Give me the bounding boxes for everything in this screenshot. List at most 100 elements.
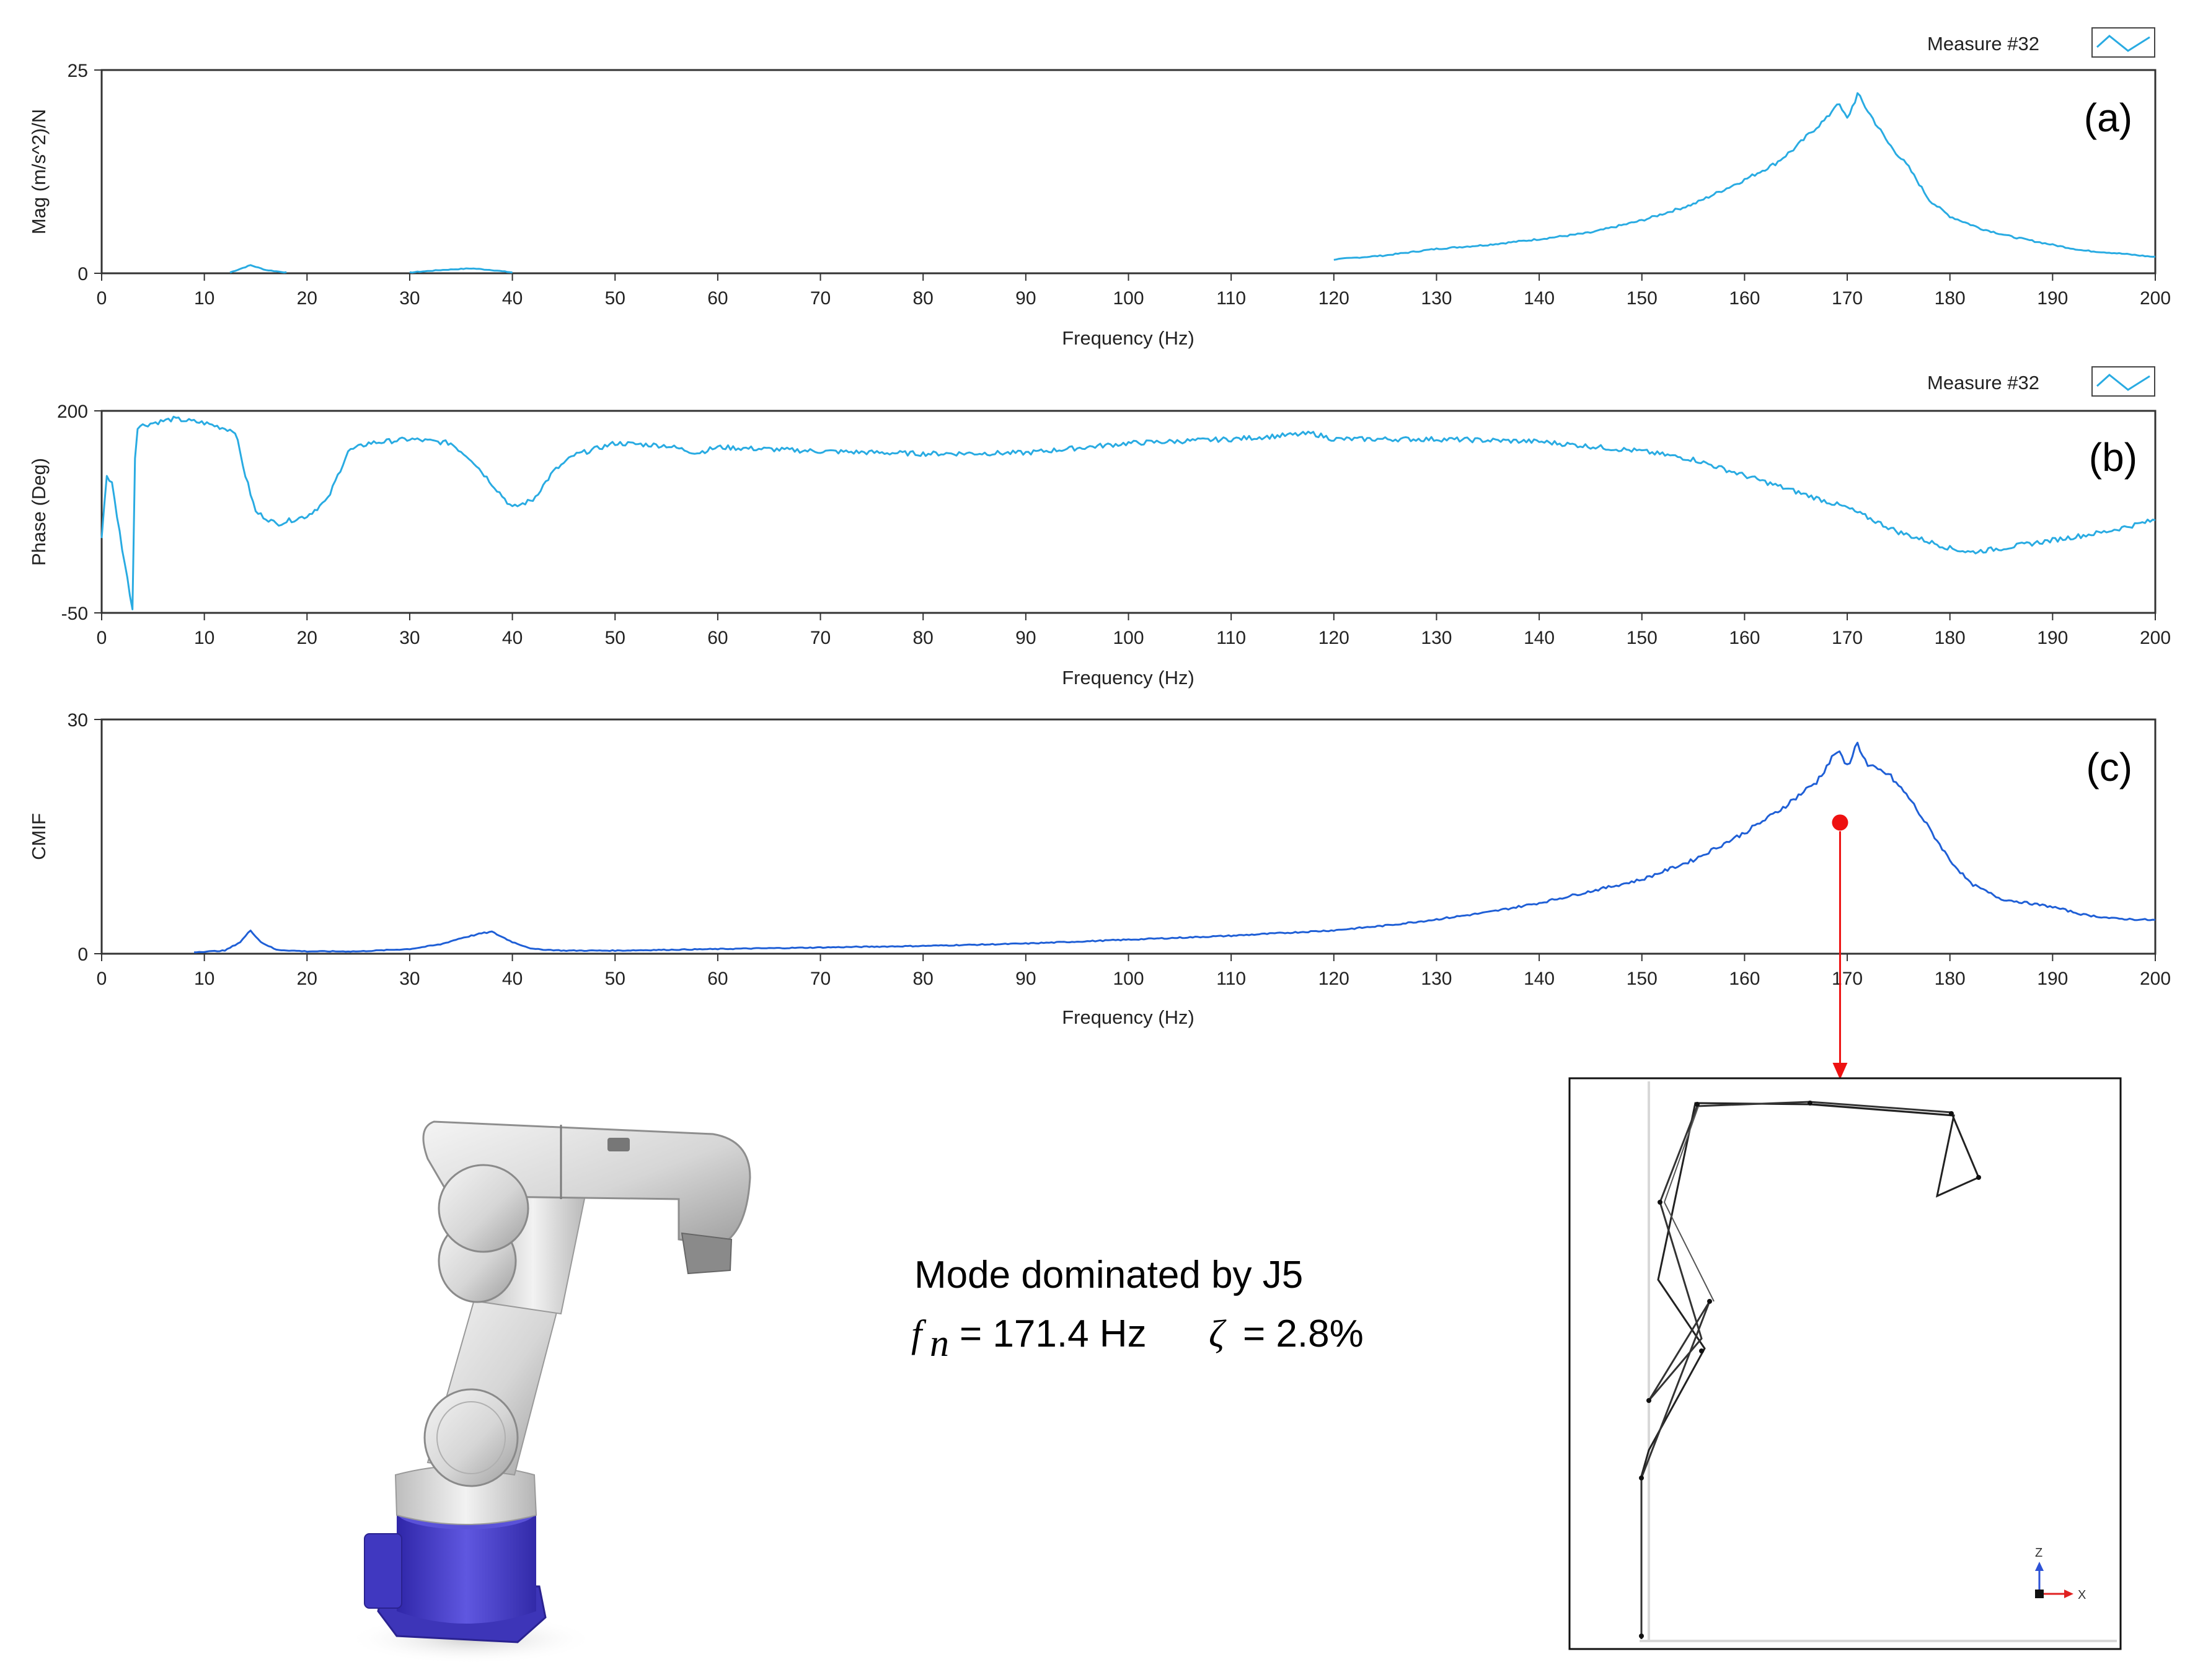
z-axis-label: Z bbox=[2035, 1546, 2042, 1560]
series-b bbox=[100, 415, 2156, 610]
x-tick-label: 130 bbox=[1421, 628, 1452, 648]
x-tick-label: 60 bbox=[707, 288, 728, 309]
x-tick-label: 190 bbox=[2037, 969, 2068, 989]
legend-label-a: Measure #32 bbox=[1927, 33, 2039, 55]
xz-axis-triad-icon: Z X bbox=[2035, 1546, 2086, 1602]
x-tick-label: 0 bbox=[97, 969, 107, 989]
x-tick-label: 30 bbox=[399, 288, 420, 309]
peak-marker bbox=[1832, 814, 1848, 831]
x-tick-label: 170 bbox=[1832, 288, 1863, 309]
x-tick-label: 100 bbox=[1113, 969, 1144, 989]
series-line bbox=[229, 264, 287, 274]
x-tick-label: 160 bbox=[1729, 969, 1760, 989]
mode-description: Mode dominated by J5 f n = 171.4 Hz ζ = … bbox=[911, 1254, 1364, 1365]
plot-frame-a bbox=[100, 69, 2157, 275]
y-tick-label: 25 bbox=[68, 61, 88, 81]
peak-annotation bbox=[1832, 814, 1848, 1080]
legend-b: Measure #32 bbox=[1927, 366, 2155, 397]
plot-frame-c bbox=[100, 718, 2157, 955]
x-tick-label: 40 bbox=[502, 628, 523, 648]
legend-a: Measure #32 bbox=[1927, 27, 2155, 58]
series-c bbox=[194, 741, 2156, 954]
y-axis-label-a: Mag (m/s^2)/N bbox=[28, 109, 50, 234]
x-tick-label: 90 bbox=[1015, 288, 1036, 309]
x-tick-label: 70 bbox=[810, 969, 831, 989]
x-tick-label: 160 bbox=[1729, 628, 1760, 648]
fn-subscript: n bbox=[930, 1322, 949, 1365]
panel-label-c: (c) bbox=[2086, 745, 2132, 789]
x-tick-label: 170 bbox=[1832, 969, 1863, 989]
x-axis-label-a: Frequency (Hz) bbox=[1062, 327, 1194, 349]
x-tick-label: 50 bbox=[605, 628, 625, 648]
legend-label-b: Measure #32 bbox=[1927, 372, 2039, 394]
x-tick-label: 30 bbox=[399, 628, 420, 648]
x-ticks-a: 0 10 20 30 40 50 60 70 80 90 100 110 120 130 140 150 160… bbox=[97, 273, 2171, 309]
x-tick-label: 180 bbox=[1935, 969, 1966, 989]
x-tick-label: 140 bbox=[1524, 288, 1555, 309]
y-tick-label: 0 bbox=[77, 944, 88, 965]
x-tick-label: 140 bbox=[1524, 628, 1555, 648]
x-tick-label: 60 bbox=[707, 969, 728, 989]
x-tick-label: 90 bbox=[1015, 969, 1036, 989]
y-ticks-a: 0 25 bbox=[68, 61, 102, 284]
x-tick-label: 110 bbox=[1216, 969, 1246, 989]
y-ticks-c: 0 30 bbox=[68, 710, 102, 965]
x-axis-label-b: Frequency (Hz) bbox=[1062, 667, 1194, 688]
x-tick-label: 100 bbox=[1113, 288, 1144, 309]
x-tick-label: 190 bbox=[2037, 628, 2068, 648]
x-tick-label: 80 bbox=[913, 288, 934, 309]
panel-label-a: (a) bbox=[2084, 95, 2132, 140]
x-tick-label: 130 bbox=[1421, 288, 1452, 309]
x-tick-label: 120 bbox=[1318, 288, 1349, 309]
x-tick-label: 150 bbox=[1627, 628, 1658, 648]
zeta-symbol: ζ bbox=[1209, 1313, 1227, 1355]
mode-title: Mode dominated by J5 bbox=[914, 1254, 1303, 1296]
y-tick-label: 30 bbox=[68, 710, 88, 731]
x-tick-label: 180 bbox=[1935, 628, 1966, 648]
series-line bbox=[194, 741, 2156, 954]
panel-c: 0 10 20 30 40 50 60 70 80 90 100 110 120 130 140 150 160… bbox=[28, 710, 2171, 1080]
x-ticks-b: 0 10 20 30 40 50 60 70 80 90 100 110 120 130 140 150 160… bbox=[97, 613, 2171, 648]
x-tick-label: 180 bbox=[1935, 288, 1966, 309]
y-axis-label-b: Phase (Deg) bbox=[28, 458, 50, 566]
mode-shape-wireframe: Z X bbox=[1568, 1077, 2122, 1650]
x-tick-label: 50 bbox=[605, 288, 625, 309]
x-tick-label: 50 bbox=[605, 969, 625, 989]
panel-a: Measure #32 0 10 20 30 40 50 60 70 80 90 100 110 120… bbox=[28, 27, 2171, 349]
x-tick-label: 0 bbox=[97, 628, 107, 648]
legend-line-swatch-icon bbox=[2091, 27, 2155, 58]
x-tick-label: 70 bbox=[810, 628, 831, 648]
x-tick-label: 200 bbox=[2140, 628, 2171, 648]
x-tick-label: 20 bbox=[297, 628, 317, 648]
x-tick-label: 30 bbox=[399, 969, 420, 989]
y-ticks-b: -50 200 bbox=[57, 402, 102, 624]
x-tick-label: 20 bbox=[297, 288, 317, 309]
x-tick-label: 90 bbox=[1015, 628, 1036, 648]
x-tick-label: 120 bbox=[1318, 969, 1349, 989]
x-tick-label: 10 bbox=[194, 969, 214, 989]
x-tick-label: 20 bbox=[297, 969, 317, 989]
y-tick-label: 0 bbox=[77, 264, 88, 284]
y-tick-label: -50 bbox=[61, 604, 88, 624]
x-tick-label: 150 bbox=[1627, 969, 1658, 989]
x-ticks-c: 0 10 20 30 40 50 60 70 80 90 100 110 120 130 140 150 160… bbox=[97, 954, 2171, 989]
series-line bbox=[409, 267, 513, 274]
x-tick-label: 40 bbox=[502, 288, 523, 309]
fn-value: = 171.4 Hz bbox=[960, 1313, 1147, 1355]
x-tick-label: 200 bbox=[2140, 969, 2171, 989]
x-axis-label-c: Frequency (Hz) bbox=[1062, 1006, 1194, 1028]
x-tick-label: 170 bbox=[1832, 628, 1863, 648]
x-tick-label: 70 bbox=[810, 288, 831, 309]
x-tick-label: 0 bbox=[97, 288, 107, 309]
x-tick-label: 80 bbox=[913, 628, 934, 648]
x-tick-label: 190 bbox=[2037, 288, 2068, 309]
arrow-head-icon bbox=[1832, 1063, 1848, 1080]
x-tick-label: 10 bbox=[194, 288, 214, 309]
x-tick-label: 150 bbox=[1627, 288, 1658, 309]
panel-label-b: (b) bbox=[2089, 435, 2137, 480]
x-tick-label: 60 bbox=[707, 628, 728, 648]
y-axis-label-c: CMIF bbox=[28, 813, 50, 860]
x-tick-label: 130 bbox=[1421, 969, 1452, 989]
x-tick-label: 100 bbox=[1113, 628, 1144, 648]
